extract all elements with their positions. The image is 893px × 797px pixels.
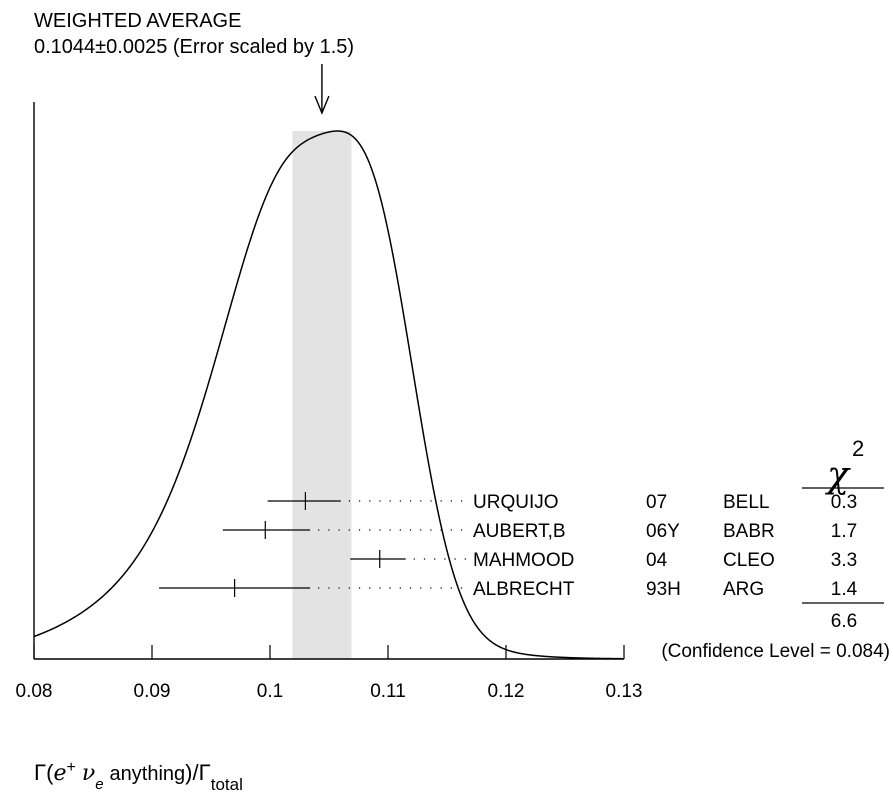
measurement-row: AUBERT,B 06Y BABR 1.7 bbox=[222, 521, 857, 542]
measurement-chi2: 0.3 bbox=[831, 492, 857, 513]
chart-title: WEIGHTED AVERAGE bbox=[34, 10, 241, 32]
x-tick-label: 0.08 bbox=[16, 681, 53, 702]
x-tick-label: 0.09 bbox=[134, 681, 171, 702]
measurement-row: URQUIJO 07 BELL 0.3 bbox=[267, 492, 857, 513]
measurement-year: 07 bbox=[646, 492, 667, 513]
measurement-chi2: 3.3 bbox=[831, 550, 857, 571]
x-tick-label: 0.13 bbox=[606, 681, 643, 702]
chart-subtitle: 0.1044±0.0025 (Error scaled by 1.5) bbox=[34, 36, 354, 58]
confidence-level: (Confidence Level = 0.084) bbox=[661, 641, 890, 662]
measurement-chi2: 1.7 bbox=[831, 521, 857, 542]
measurement-experiment: ARG bbox=[723, 579, 764, 600]
x-axis-label: Γ(e+ νe anything)/Γtotal bbox=[34, 759, 243, 794]
weighted-average-band bbox=[292, 131, 352, 659]
ideogram-curve bbox=[33, 130, 625, 660]
measurement-author: AUBERT,B bbox=[473, 521, 566, 542]
x-axis-ticks: 0.08 0.09 0.1 0.11 0.12 0.13 bbox=[16, 645, 643, 702]
measurement-row: MAHMOOD 04 CLEO 3.3 bbox=[350, 550, 857, 571]
chi2-header: χ bbox=[824, 455, 851, 496]
measurement-author: MAHMOOD bbox=[473, 550, 574, 571]
measurement-experiment: CLEO bbox=[723, 550, 775, 571]
weighted-average-arrow bbox=[314, 64, 330, 115]
measurement-year: 06Y bbox=[646, 521, 680, 542]
measurement-year: 93H bbox=[646, 579, 681, 600]
measurements: URQUIJO 07 BELL 0.3 AUBERT,B 06Y BABR 1.7 MAHMOO… bbox=[159, 492, 858, 600]
measurement-chi2: 1.4 bbox=[831, 579, 858, 600]
measurement-experiment: BABR bbox=[723, 521, 775, 542]
x-tick-label: 0.11 bbox=[370, 681, 406, 702]
x-tick-label: 0.12 bbox=[488, 681, 525, 702]
x-tick-label: 0.1 bbox=[257, 681, 283, 702]
measurement-year: 04 bbox=[646, 550, 668, 571]
chi2-total: 6.6 bbox=[831, 611, 857, 632]
measurement-author: ALBRECHT bbox=[473, 579, 575, 600]
measurement-author: URQUIJO bbox=[473, 492, 559, 513]
chi2-header-superscript: 2 bbox=[852, 436, 864, 461]
measurement-experiment: BELL bbox=[723, 492, 769, 513]
measurement-row: ALBRECHT 93H ARG 1.4 bbox=[159, 579, 858, 600]
